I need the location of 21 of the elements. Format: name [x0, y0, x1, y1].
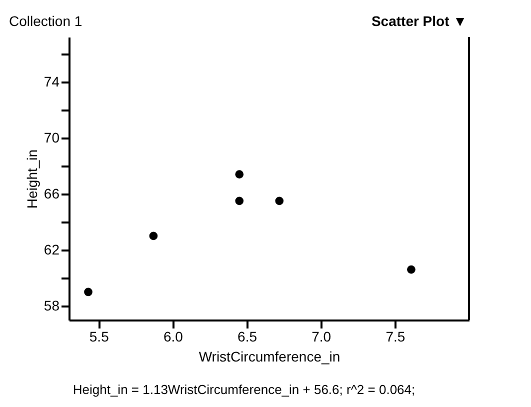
x-tick-label: 7.5 [386, 328, 406, 344]
y-axis-title: Height_in [24, 149, 40, 209]
y-tick-label: 58 [44, 297, 60, 314]
point [235, 170, 244, 178]
y-tick-label: 62 [44, 241, 60, 258]
chart-title: Collection 1 [9, 13, 82, 29]
x-tick-label: 6.0 [163, 328, 184, 344]
x-tick-label: 6.5 [238, 328, 258, 344]
point [149, 232, 158, 240]
y-tick-label: 74 [44, 73, 60, 90]
y-tick-label: 66 [44, 185, 60, 202]
y-tick-label: 70 [44, 129, 60, 146]
point [235, 196, 244, 206]
text: Scatter Plot ▼ [371, 13, 467, 29]
text: Height_in = 1.13WristCircumference_in + 56.6; r^2 = 0.064; [72, 382, 416, 397]
point [275, 196, 284, 206]
x-tick-label: 7.0 [312, 328, 332, 344]
point [84, 288, 92, 296]
x-axis-title: WristCircumference_in [198, 348, 340, 364]
x-tick-label: 5.5 [89, 328, 110, 344]
point [407, 265, 416, 274]
